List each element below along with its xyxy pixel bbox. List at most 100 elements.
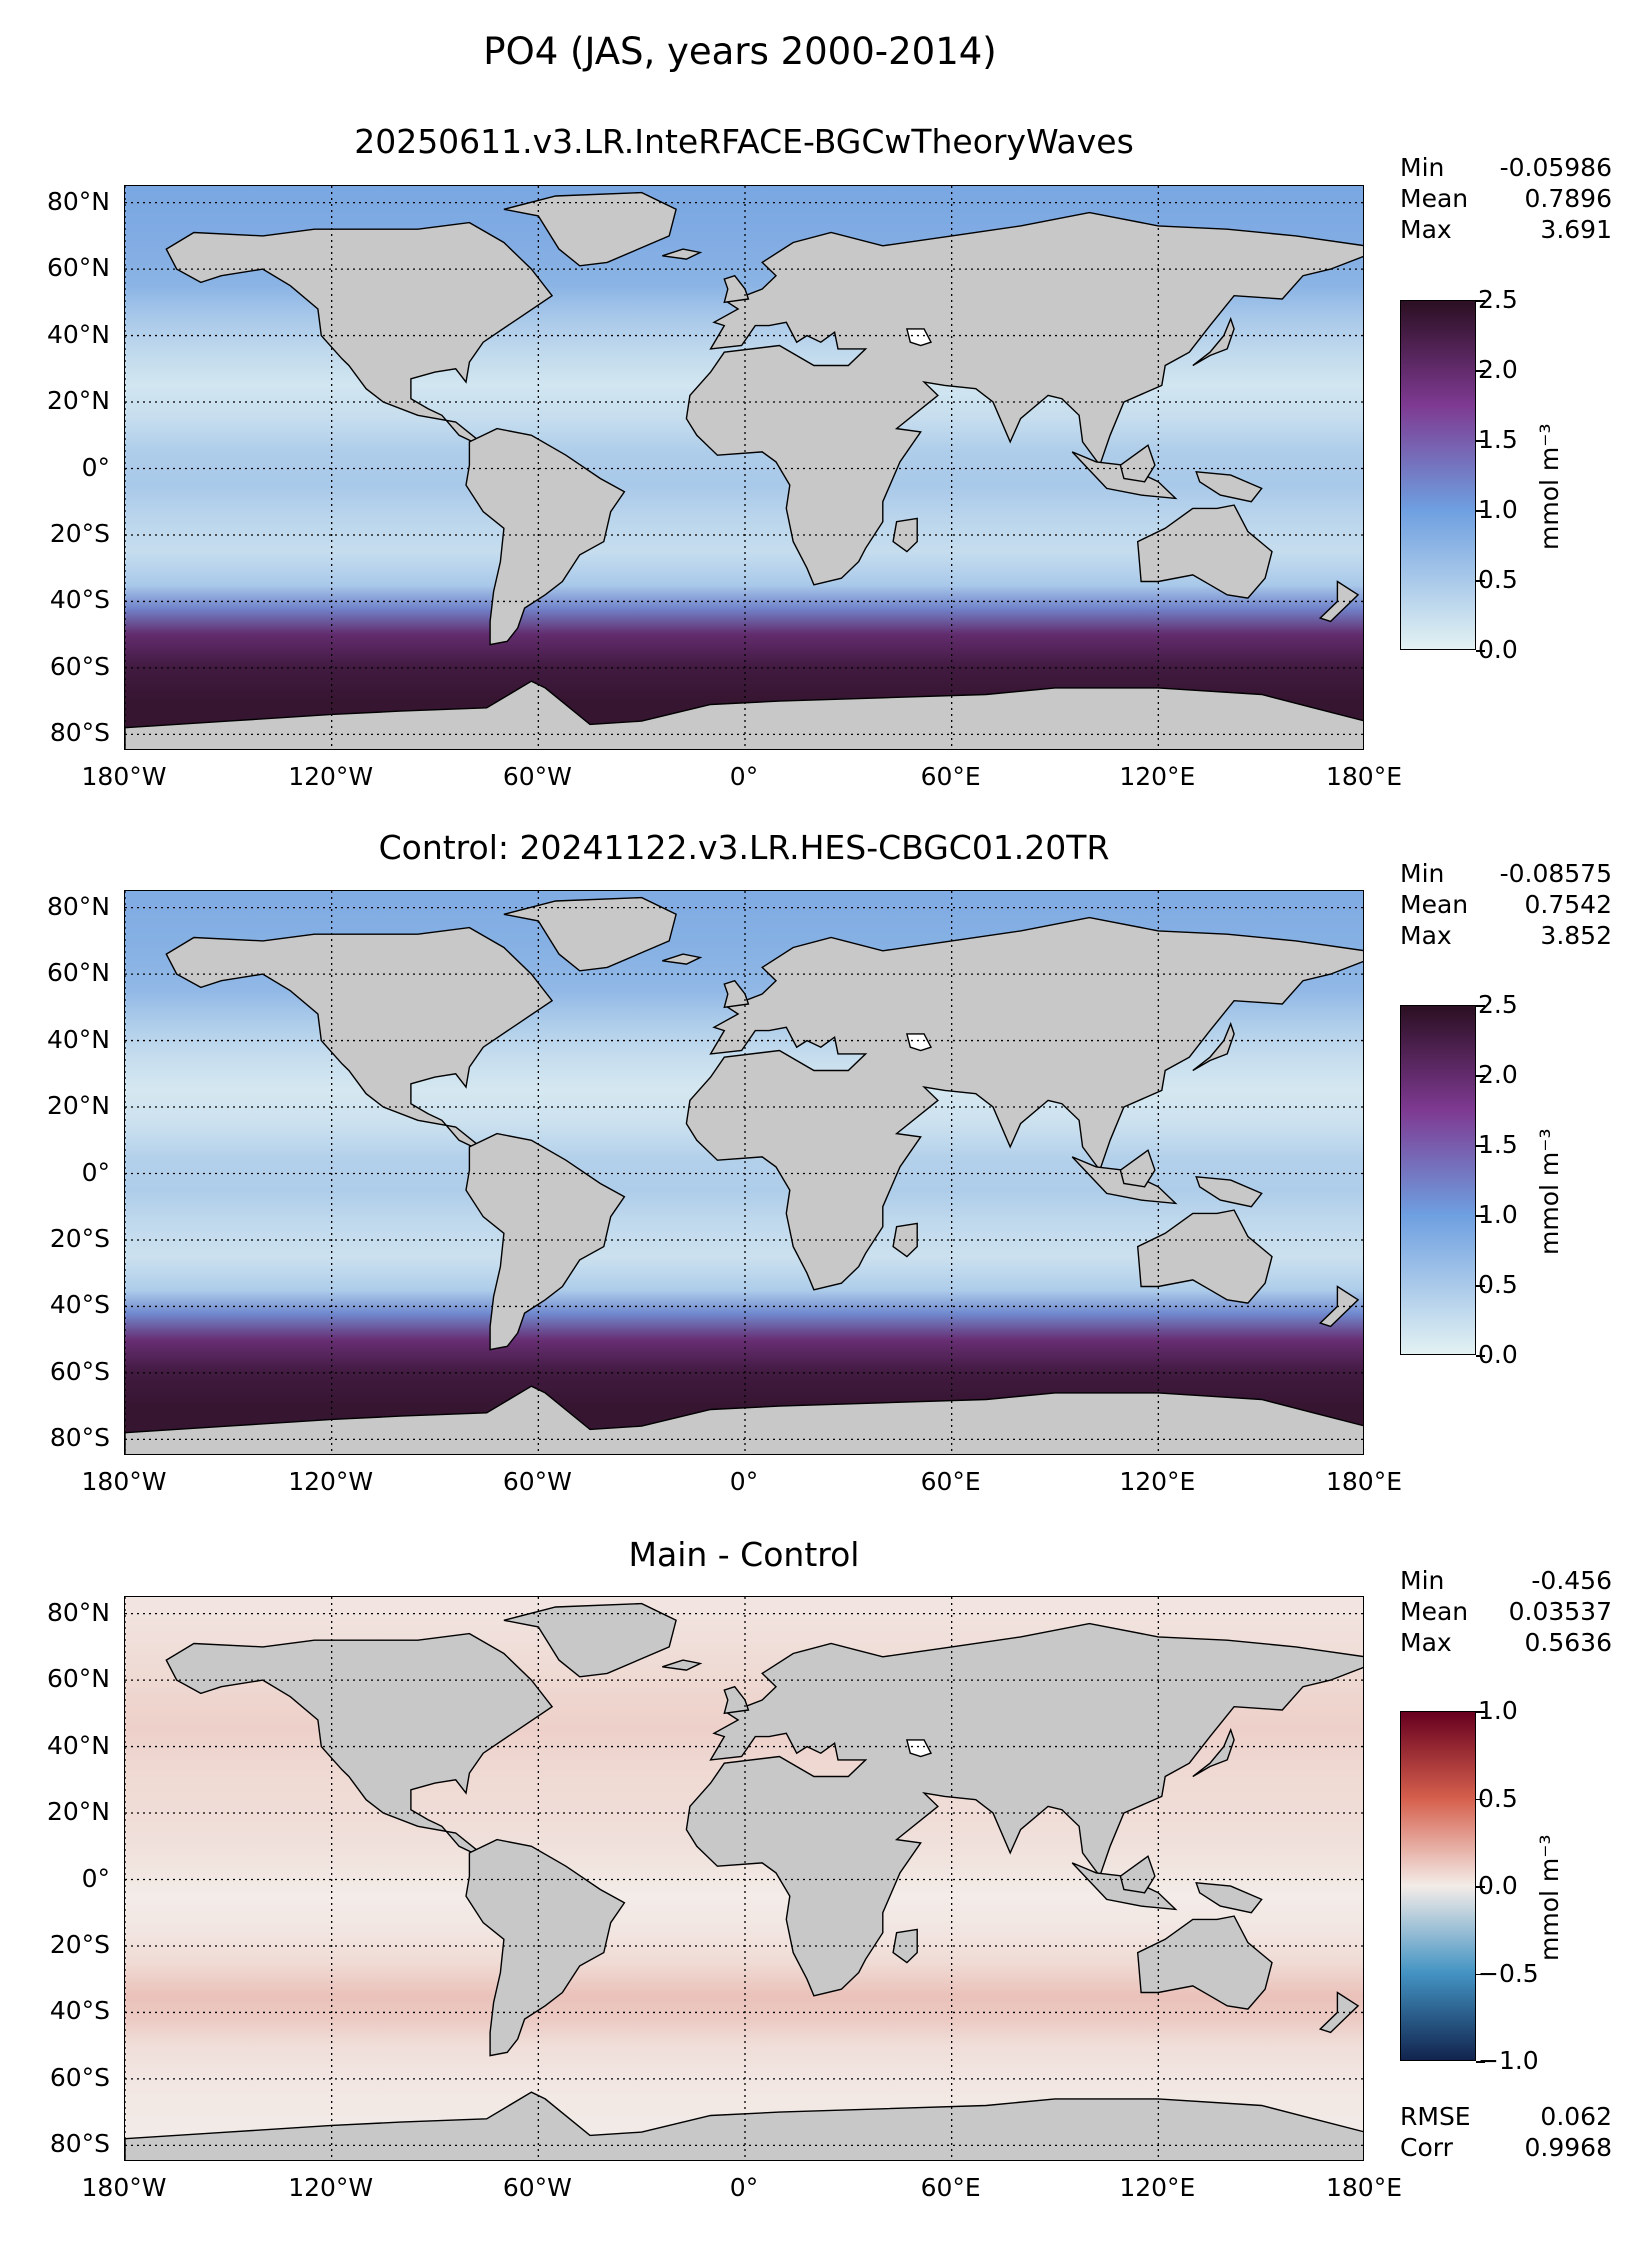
lat-tick-label: 80°S <box>49 1423 110 1453</box>
stat-value: 3.852 <box>1540 921 1612 950</box>
stat-value: 3.691 <box>1540 215 1612 244</box>
metric-label: Corr <box>1400 2133 1453 2162</box>
colorbar-tick-label: −1.0 <box>1478 2046 1539 2075</box>
stats-block: Min -0.456 Mean 0.03537 Max 0.5636 <box>1400 1565 1612 1658</box>
stats-block: Min -0.08575 Mean 0.7542 Max 3.852 <box>1400 858 1612 951</box>
landmass-caspian <box>905 1739 933 1758</box>
colorbar-tick-mark <box>1476 1005 1485 1007</box>
lon-tick-label: 60°W <box>502 2173 572 2202</box>
lat-tick-label: 0° <box>81 1863 110 1893</box>
colorbar-tick-mark <box>1476 1886 1485 1888</box>
stat-label: Mean <box>1400 890 1469 919</box>
lon-tick-label: 180°W <box>81 2173 167 2202</box>
landmass-new-guinea <box>1195 470 1263 503</box>
stat-label: Max <box>1400 921 1452 950</box>
lon-tick-label: 120°E <box>1119 2173 1196 2202</box>
colorbar-tick-label: 0.5 <box>1478 1270 1518 1299</box>
map-panel <box>124 185 1364 750</box>
colorbar-tick-label: 1.0 <box>1478 1696 1518 1725</box>
landmass-north-america <box>165 1632 554 1854</box>
colorbar-tick-label: 1.0 <box>1478 495 1518 524</box>
lat-tick-label: 40°S <box>49 585 110 615</box>
landmass-japan <box>1192 1727 1235 1778</box>
landmass-greenland <box>503 896 677 972</box>
lat-tick-label: 20°S <box>49 1929 110 1959</box>
panel-title: 20250611.v3.LR.InteRFACE-BGCwTheoryWaves <box>354 122 1134 161</box>
lat-tick-label: 60°S <box>49 2062 110 2092</box>
lon-tick-label: 0° <box>729 2173 759 2202</box>
lat-tick-label: 20°N <box>46 1091 110 1121</box>
landmass-australia <box>1136 1209 1273 1304</box>
lat-tick-label: 60°S <box>49 651 110 681</box>
colorbar-tick-mark <box>1476 650 1485 652</box>
lat-tick-label: 80°N <box>46 186 110 216</box>
lon-tick-label: 180°E <box>1325 2173 1402 2202</box>
lat-tick-label: 40°N <box>46 319 110 349</box>
lon-tick-label: 120°W <box>288 1467 374 1496</box>
landmass-borneo <box>1119 1149 1156 1188</box>
colorbar-tick-label: 0.0 <box>1478 1871 1518 1900</box>
lat-tick-label: 20°S <box>49 1223 110 1253</box>
colorbar-tick-label: −0.5 <box>1478 1958 1539 1988</box>
stat-value: -0.05986 <box>1499 153 1612 182</box>
lon-tick-label: 60°W <box>502 762 572 791</box>
colorbar-tick-label: 0.5 <box>1478 565 1518 594</box>
colorbar <box>1400 1005 1476 1355</box>
landmass-greenland <box>503 191 677 267</box>
map-svg <box>125 1597 1363 2160</box>
stat-label: Mean <box>1400 1597 1469 1626</box>
colorbar-tick-mark <box>1476 510 1485 512</box>
lon-tick-label: 120°E <box>1119 1467 1196 1496</box>
lat-tick-label: 20°N <box>46 1797 110 1827</box>
colorbar-unit-label: mmol m⁻³ <box>1535 1128 1564 1255</box>
stats-block: Min -0.05986 Mean 0.7896 Max 3.691 <box>1400 152 1612 245</box>
colorbar-tick-label: 0.5 <box>1478 1783 1518 1813</box>
colorbar-tick-label: 1.5 <box>1478 425 1518 454</box>
colorbar-tick-mark <box>1476 370 1485 372</box>
colorbar-unit-label: mmol m⁻³ <box>1535 1834 1564 1961</box>
lat-tick-label: 0° <box>81 1157 110 1187</box>
lon-tick-label: 120°W <box>288 762 374 791</box>
lon-tick-label: 60°E <box>920 1467 981 1496</box>
colorbar-tick-label: 1.0 <box>1478 1200 1518 1229</box>
colorbar-tick-mark <box>1476 1798 1485 1800</box>
landmass-caspian <box>905 328 933 347</box>
lon-tick-label: 60°W <box>502 1467 572 1496</box>
landmass-britain <box>723 274 750 304</box>
landmass-britain <box>723 1685 750 1715</box>
landmass-antarctica <box>125 1385 1363 1454</box>
colorbar-tick-mark <box>1476 1285 1485 1287</box>
colorbar-tick-mark <box>1476 2061 1485 2063</box>
map-svg <box>125 891 1363 1454</box>
landmass-eurasia-africa <box>685 916 1363 1291</box>
landmass-new-guinea <box>1195 1175 1263 1208</box>
landmass-australia <box>1136 504 1273 599</box>
landmass-north-america <box>165 221 554 443</box>
panel-title: Main - Control <box>628 1535 860 1574</box>
lat-tick-label: 40°N <box>46 1730 110 1760</box>
lon-tick-label: 180°E <box>1325 1467 1402 1496</box>
colorbar-tick-mark <box>1476 1215 1485 1217</box>
landmass-borneo <box>1119 1855 1156 1894</box>
landmass-greenland <box>503 1602 677 1678</box>
landmass-japan <box>1192 316 1235 367</box>
colorbar-tick-label: 0.0 <box>1478 635 1518 664</box>
stat-value: -0.08575 <box>1499 859 1612 888</box>
landmass-south-america <box>465 427 626 646</box>
stat-value: 0.03537 <box>1508 1597 1612 1626</box>
metric-label: RMSE <box>1400 2102 1471 2131</box>
map-panel <box>124 890 1364 1455</box>
colorbar-tick-label: 2.5 <box>1478 285 1518 314</box>
lat-tick-label: 80°N <box>46 891 110 921</box>
colorbar <box>1400 1711 1476 2061</box>
colorbar-tick-mark <box>1476 300 1485 302</box>
landmass-south-america <box>465 1132 626 1351</box>
landmass-britain <box>723 979 750 1009</box>
lat-tick-label: 40°N <box>46 1024 110 1054</box>
lat-tick-label: 40°S <box>49 1290 110 1320</box>
stat-value: 0.7896 <box>1524 184 1612 213</box>
landmass-new-guinea <box>1195 1881 1263 1914</box>
lon-tick-label: 0° <box>729 762 759 791</box>
lat-tick-label: 80°S <box>49 2129 110 2159</box>
colorbar-tick-mark <box>1476 1355 1485 1357</box>
